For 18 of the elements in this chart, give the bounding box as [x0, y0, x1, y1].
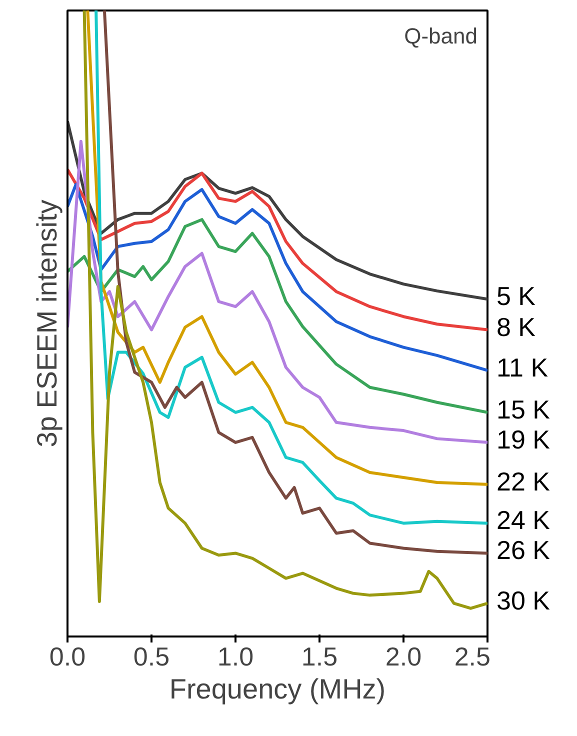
x-tick-label: 1.5: [301, 642, 338, 672]
series-label: 8 K: [496, 312, 536, 342]
x-axis-title: Frequency (MHz): [169, 674, 386, 704]
series-label: 30 K: [496, 585, 551, 616]
x-tick-label: 1.0: [217, 642, 254, 672]
annotation: Q-band: [404, 24, 478, 48]
series-label: 26 K: [496, 535, 551, 566]
x-tick-label: 2.5: [454, 642, 491, 672]
x-tick-label: 0.0: [49, 642, 86, 672]
y-axis-title: 3p ESEEM intensity: [32, 200, 62, 448]
series-label: 22 K: [496, 466, 551, 496]
series-label: 19 K: [496, 424, 551, 454]
series-label: 5 K: [496, 281, 536, 312]
x-tick-label: 2.0: [385, 642, 422, 672]
series-label: 11 K: [496, 352, 549, 382]
series-label: 24 K: [496, 505, 551, 536]
x-tick-label: 0.5: [133, 642, 170, 672]
series-label: 15 K: [496, 394, 551, 424]
